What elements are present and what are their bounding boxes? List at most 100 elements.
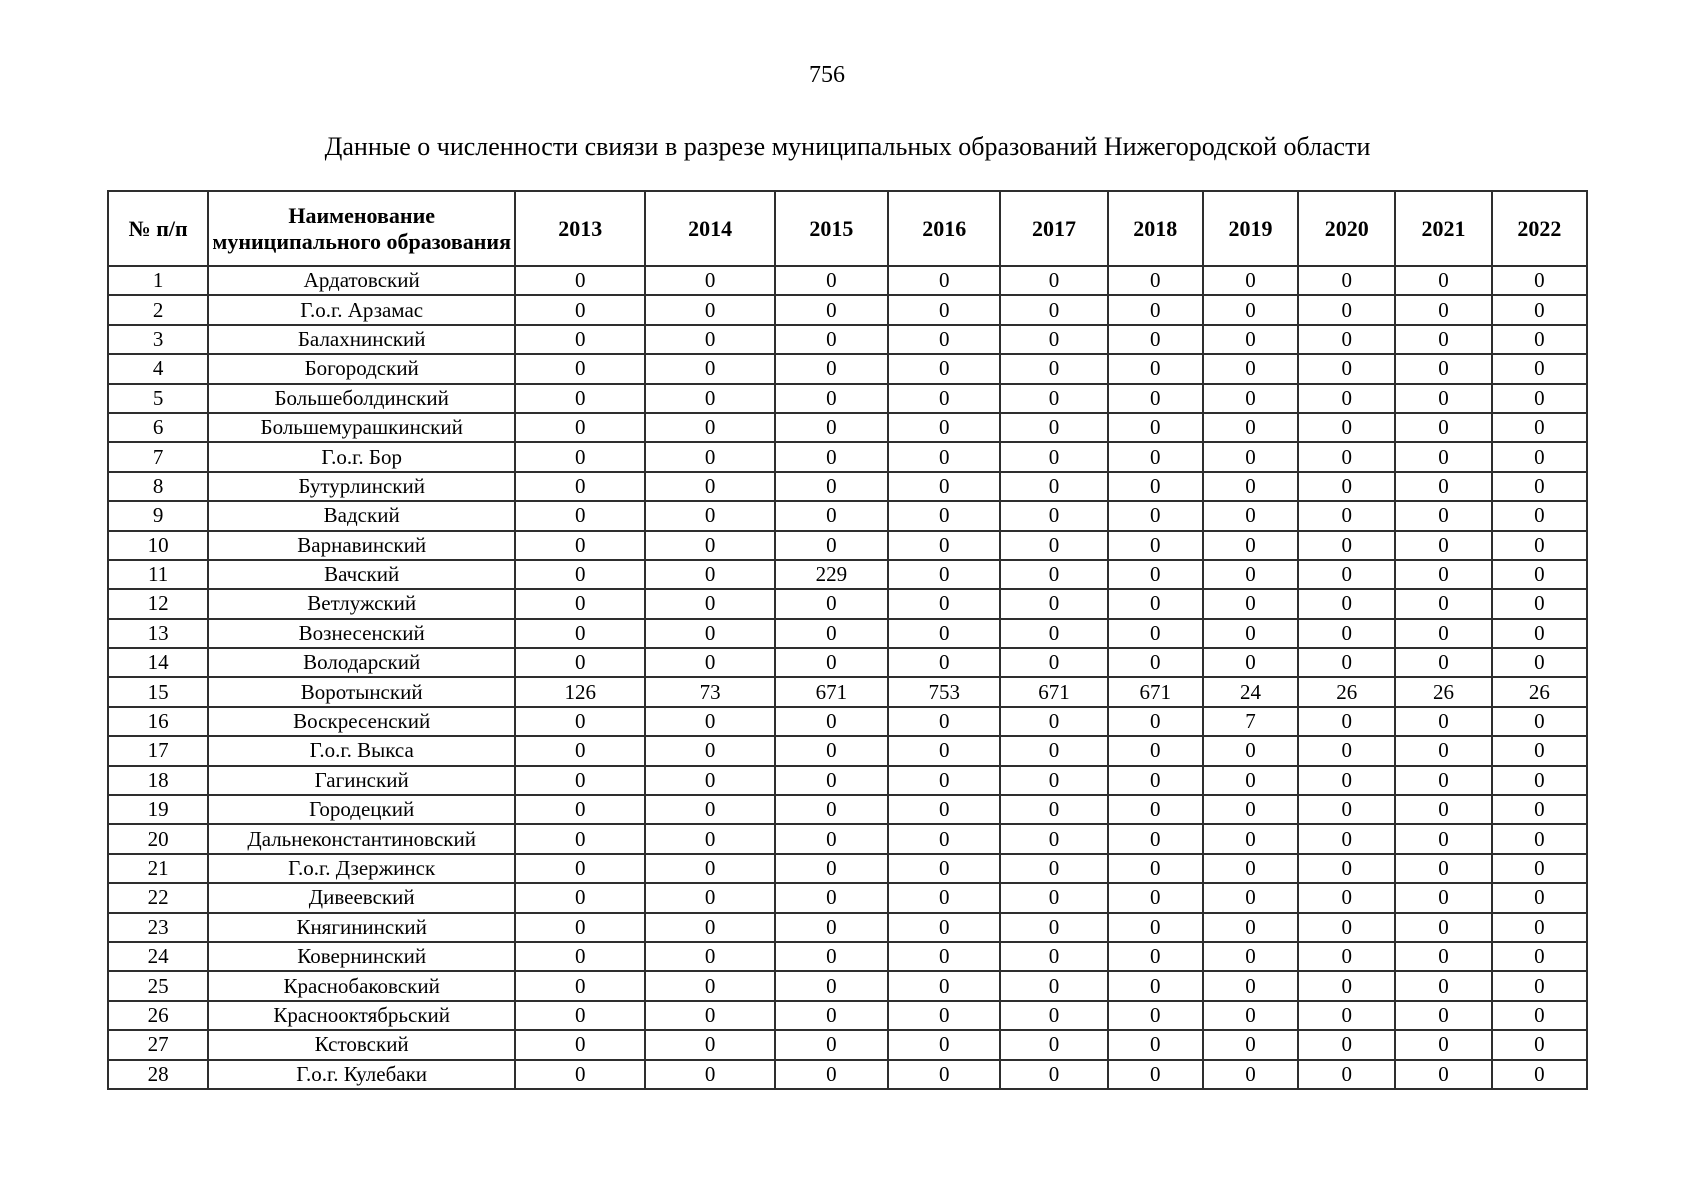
- year-value-cell: 0: [1490, 823, 1589, 855]
- year-value-cell: 0: [1297, 500, 1397, 532]
- year-value-cell: 0: [1106, 735, 1204, 767]
- year-value-cell: 0: [887, 1029, 1002, 1061]
- municipality-name-cell: Краснобаковский: [207, 970, 517, 1002]
- row-number-cell: 3: [106, 323, 210, 356]
- year-value-cell: 0: [773, 735, 890, 767]
- year-value-cell: 0: [1106, 323, 1204, 356]
- year-value-cell: 0: [1201, 353, 1300, 385]
- table-row: 27 Кстовский 0 0 0 0 0 0 0 0 0 0: [106, 1029, 1589, 1061]
- year-value-cell: 0: [1490, 588, 1589, 620]
- year-value-cell: 0: [1297, 882, 1397, 914]
- table-row: 22 Дивеевский 0 0 0 0 0 0 0 0 0 0: [106, 882, 1589, 914]
- year-value-cell: 0: [773, 294, 890, 326]
- col-header-year: 2014: [644, 190, 776, 267]
- page-number: 756: [809, 62, 845, 88]
- row-number-cell: 14: [106, 647, 210, 679]
- row-number-cell: 17: [106, 735, 210, 767]
- row-number-cell: 6: [106, 411, 210, 444]
- row-number-cell: 12: [106, 588, 210, 620]
- year-value-cell: 0: [1297, 382, 1397, 414]
- year-value-cell: 0: [1490, 940, 1589, 973]
- year-value-cell: 0: [1106, 940, 1204, 973]
- row-number-cell: 15: [106, 676, 210, 708]
- year-value-cell: 0: [1201, 764, 1300, 797]
- row-number-cell: 27: [106, 1029, 210, 1061]
- year-value-cell: 0: [999, 823, 1109, 855]
- municipality-name-cell: Ветлужский: [207, 588, 517, 620]
- year-value-cell: 0: [1490, 999, 1589, 1032]
- year-value-cell: 0: [1106, 470, 1204, 503]
- year-value-cell: 0: [1201, 794, 1300, 826]
- year-value-cell: 0: [999, 382, 1109, 414]
- year-value-cell: 0: [887, 882, 1002, 914]
- year-value-cell: 0: [1201, 323, 1300, 356]
- col-header-name: Наименование муниципального образования: [207, 190, 517, 267]
- year-value-cell: 0: [1106, 1029, 1204, 1061]
- year-value-cell: 0: [1394, 852, 1493, 885]
- year-value-cell: 671: [773, 676, 890, 708]
- year-value-cell: 0: [999, 647, 1109, 679]
- year-value-cell: 0: [1106, 647, 1204, 679]
- year-value-cell: 0: [1490, 1029, 1589, 1061]
- year-value-cell: 0: [514, 1058, 647, 1090]
- year-value-cell: 0: [1201, 940, 1300, 973]
- year-value-cell: 0: [1394, 764, 1493, 797]
- municipality-name-cell: Городецкий: [207, 794, 517, 826]
- municipality-name-cell: Вознесенский: [207, 617, 517, 650]
- table-row: 15 Воротынский 126 73 671 753 671 671 24 26 26 26: [106, 676, 1589, 708]
- year-value-cell: 0: [773, 852, 890, 885]
- document-title: Данные о численности свиязи в разрезе му…: [324, 132, 1371, 161]
- row-number-cell: 7: [106, 441, 210, 473]
- year-value-cell: 0: [1490, 970, 1589, 1002]
- year-value-cell: 229: [773, 558, 890, 591]
- year-value-cell: 0: [1394, 353, 1493, 385]
- year-value-cell: 0: [1106, 588, 1204, 620]
- municipality-name-cell: Ковернинский: [207, 940, 517, 973]
- year-value-cell: 0: [514, 970, 647, 1002]
- year-value-cell: 7: [1201, 705, 1300, 738]
- col-header-num: № п/п: [106, 190, 210, 267]
- year-value-cell: 126: [514, 676, 647, 708]
- year-value-cell: 0: [1201, 294, 1300, 326]
- table-row: 1 Ардатовский 0 0 0 0 0 0 0 0 0 0: [106, 264, 1589, 297]
- year-value-cell: 0: [887, 411, 1002, 444]
- year-value-cell: 0: [773, 647, 890, 679]
- year-value-cell: 0: [1490, 264, 1589, 297]
- data-table: № п/п Наименование муниципального образо…: [106, 190, 1589, 1090]
- year-value-cell: 0: [773, 794, 890, 826]
- year-value-cell: 0: [644, 735, 776, 767]
- year-value-cell: 0: [644, 441, 776, 473]
- year-value-cell: 0: [1394, 558, 1493, 591]
- year-value-cell: 0: [999, 411, 1109, 444]
- year-value-cell: 0: [1297, 470, 1397, 503]
- year-value-cell: 0: [1201, 647, 1300, 679]
- year-value-cell: 0: [773, 823, 890, 855]
- col-header-year: 2016: [887, 190, 1002, 267]
- row-number-cell: 18: [106, 764, 210, 797]
- year-value-cell: 0: [1490, 735, 1589, 767]
- year-value-cell: 0: [1297, 764, 1397, 797]
- year-value-cell: 0: [1297, 529, 1397, 561]
- year-value-cell: 0: [1490, 323, 1589, 356]
- table-row: 26 Краснооктябрьский 0 0 0 0 0 0 0 0 0 0: [106, 999, 1589, 1032]
- year-value-cell: 0: [1297, 852, 1397, 885]
- year-value-cell: 0: [644, 353, 776, 385]
- year-value-cell: 0: [1201, 617, 1300, 650]
- year-value-cell: 0: [644, 940, 776, 973]
- year-value-cell: 0: [1297, 1058, 1397, 1090]
- year-value-cell: 0: [887, 323, 1002, 356]
- year-value-cell: 0: [887, 294, 1002, 326]
- year-value-cell: 0: [1201, 823, 1300, 855]
- year-value-cell: 0: [1201, 735, 1300, 767]
- table-row: 19 Городецкий 0 0 0 0 0 0 0 0 0 0: [106, 794, 1589, 826]
- col-header-year: 2013: [514, 190, 647, 267]
- year-value-cell: 0: [773, 529, 890, 561]
- year-value-cell: 0: [887, 441, 1002, 473]
- col-header-year: 2020: [1297, 190, 1397, 267]
- year-value-cell: 753: [887, 676, 1002, 708]
- year-value-cell: 0: [514, 264, 647, 297]
- table-row: 3 Балахнинский 0 0 0 0 0 0 0 0 0 0: [106, 323, 1589, 356]
- year-value-cell: 0: [1394, 882, 1493, 914]
- year-value-cell: 0: [1394, 940, 1493, 973]
